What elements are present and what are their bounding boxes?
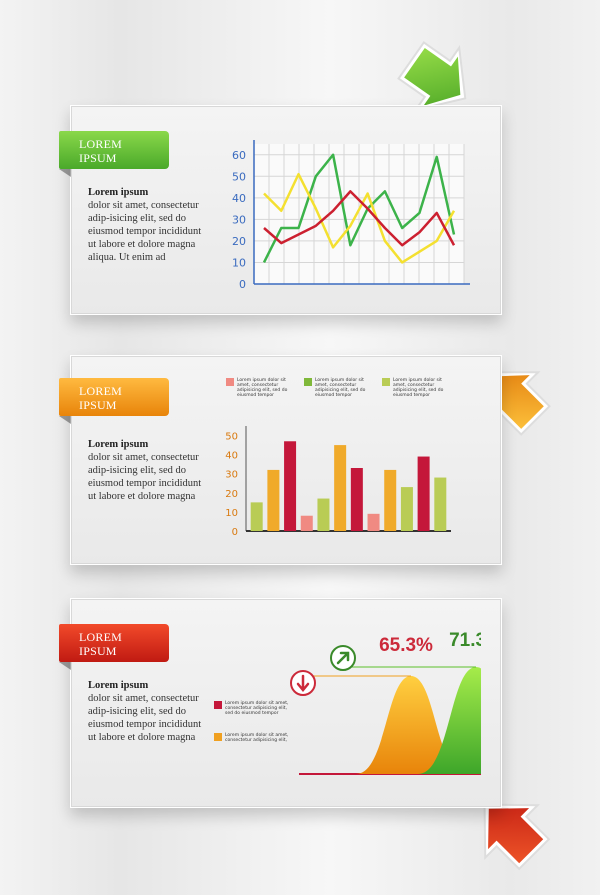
ribbon-label: LOREM IPSUM [59, 624, 169, 670]
description-title: Lorem ipsum [88, 187, 149, 198]
legend-text: Lorem ipsum dolor sit amet, consectetur … [225, 733, 289, 743]
description-text: dolor sit amet, consectetur adip-isicing… [88, 452, 202, 502]
legend-text: Lorem ipsum dolor sit amet, consectetur … [237, 378, 288, 398]
red-arrow-sticker [483, 803, 551, 871]
description-title: Lorem ipsum [88, 680, 149, 691]
legend-text: Lorem ipsum dolor sit amet, consectetur … [393, 378, 444, 398]
legend-item: Lorem ipsum dolor sit amet, consectetur … [304, 378, 379, 406]
legend-text: Lorem ipsum dolor sit amet, consectetur … [315, 378, 366, 398]
bar [317, 498, 330, 531]
legend-swatch [214, 733, 222, 741]
y-tick-label: 30 [232, 213, 246, 226]
legend-swatch [304, 378, 312, 386]
bell-area-0 [356, 676, 466, 774]
bar [384, 469, 397, 531]
ribbon-text: LOREM IPSUM [79, 384, 122, 412]
bar [367, 513, 380, 531]
down-arrow-icon [290, 670, 316, 696]
card-bar-chart: LOREM IPSUM Lorem ipsum dolor sit amet, c… [59, 355, 502, 565]
bar-chart: 0 10 20 30 40 50 [225, 426, 451, 538]
peak-label: 71.3% [449, 630, 481, 651]
bell-area-1 [418, 667, 481, 774]
legend-swatch [382, 378, 390, 386]
series-line-0 [262, 153, 456, 264]
legend-item: Lorem ipsum dolor sit amet, consectetur … [214, 733, 299, 761]
y-tick-label: 10 [225, 508, 238, 519]
card-line-chart: LOREM IPSUM Lorem ipsum dolor sit amet, c… [59, 105, 502, 315]
y-tick-label: 40 [232, 192, 246, 205]
y-tick-label: 50 [225, 432, 238, 443]
y-tick-label: 10 [232, 256, 246, 269]
y-tick-label: 30 [225, 470, 238, 481]
bar [434, 477, 447, 531]
legend-item: Lorem ipsum dolor sit amet, consectetur … [382, 378, 457, 406]
legend-swatch [214, 701, 222, 709]
bar [267, 469, 280, 531]
description-text: dolor sit amet, consectetur adip-isicing… [88, 693, 202, 743]
ribbon-label: LOREM IPSUM [59, 131, 169, 177]
legend-swatch [226, 378, 234, 386]
bar [284, 441, 297, 531]
y-tick-label: 0 [239, 278, 246, 291]
bar [334, 445, 347, 531]
card-area-chart: LOREM IPSUM Lorem ipsum dolor sit amet, c… [59, 598, 502, 808]
bar [350, 468, 363, 531]
y-tick-label: 60 [232, 149, 246, 162]
y-tick-label: 50 [232, 170, 246, 183]
y-tick-label: 20 [232, 235, 246, 248]
peak-label: 65.3% [379, 635, 433, 656]
legend-item: Lorem ipsum dolor sit amet, consectetur … [226, 378, 301, 406]
ribbon-text: LOREM IPSUM [79, 137, 122, 165]
area-chart: 65.3% 71.3% [290, 630, 481, 775]
description-block: Lorem ipsum dolor sit amet, consectetur … [88, 186, 203, 264]
description-block: Lorem ipsum dolor sit amet, consectetur … [88, 438, 203, 503]
bar-legend: Lorem ipsum dolor sit amet, consectetur … [226, 378, 456, 408]
icon-glyph [296, 674, 310, 692]
line-chart: 0 10 20 30 40 50 60 [232, 140, 470, 291]
legend-text: Lorem ipsum dolor sit amet, consectetur … [225, 701, 289, 716]
legend-item: Lorem ipsum dolor sit amet, consectetur … [214, 701, 299, 729]
series-line-2 [263, 190, 456, 247]
ribbon-text: LOREM IPSUM [79, 630, 122, 658]
ribbon-label: LOREM IPSUM [59, 378, 169, 424]
up-right-arrow-icon [330, 645, 356, 671]
bar [400, 487, 413, 531]
bar [417, 456, 430, 531]
green-arrow-sticker [397, 41, 467, 112]
y-tick-label: 20 [225, 489, 238, 500]
bar [250, 502, 263, 531]
bar [300, 515, 313, 531]
description-block: Lorem ipsum dolor sit amet, consectetur … [88, 679, 203, 744]
y-tick-label: 0 [232, 527, 238, 538]
y-tick-label: 40 [225, 451, 238, 462]
description-text: dolor sit amet, consectetur adip-isicing… [88, 200, 202, 263]
icon-glyph [336, 651, 350, 665]
area-legend: Lorem ipsum dolor sit amet, consectetur … [214, 701, 304, 761]
description-title: Lorem ipsum [88, 439, 149, 450]
series-line-1 [263, 172, 456, 264]
